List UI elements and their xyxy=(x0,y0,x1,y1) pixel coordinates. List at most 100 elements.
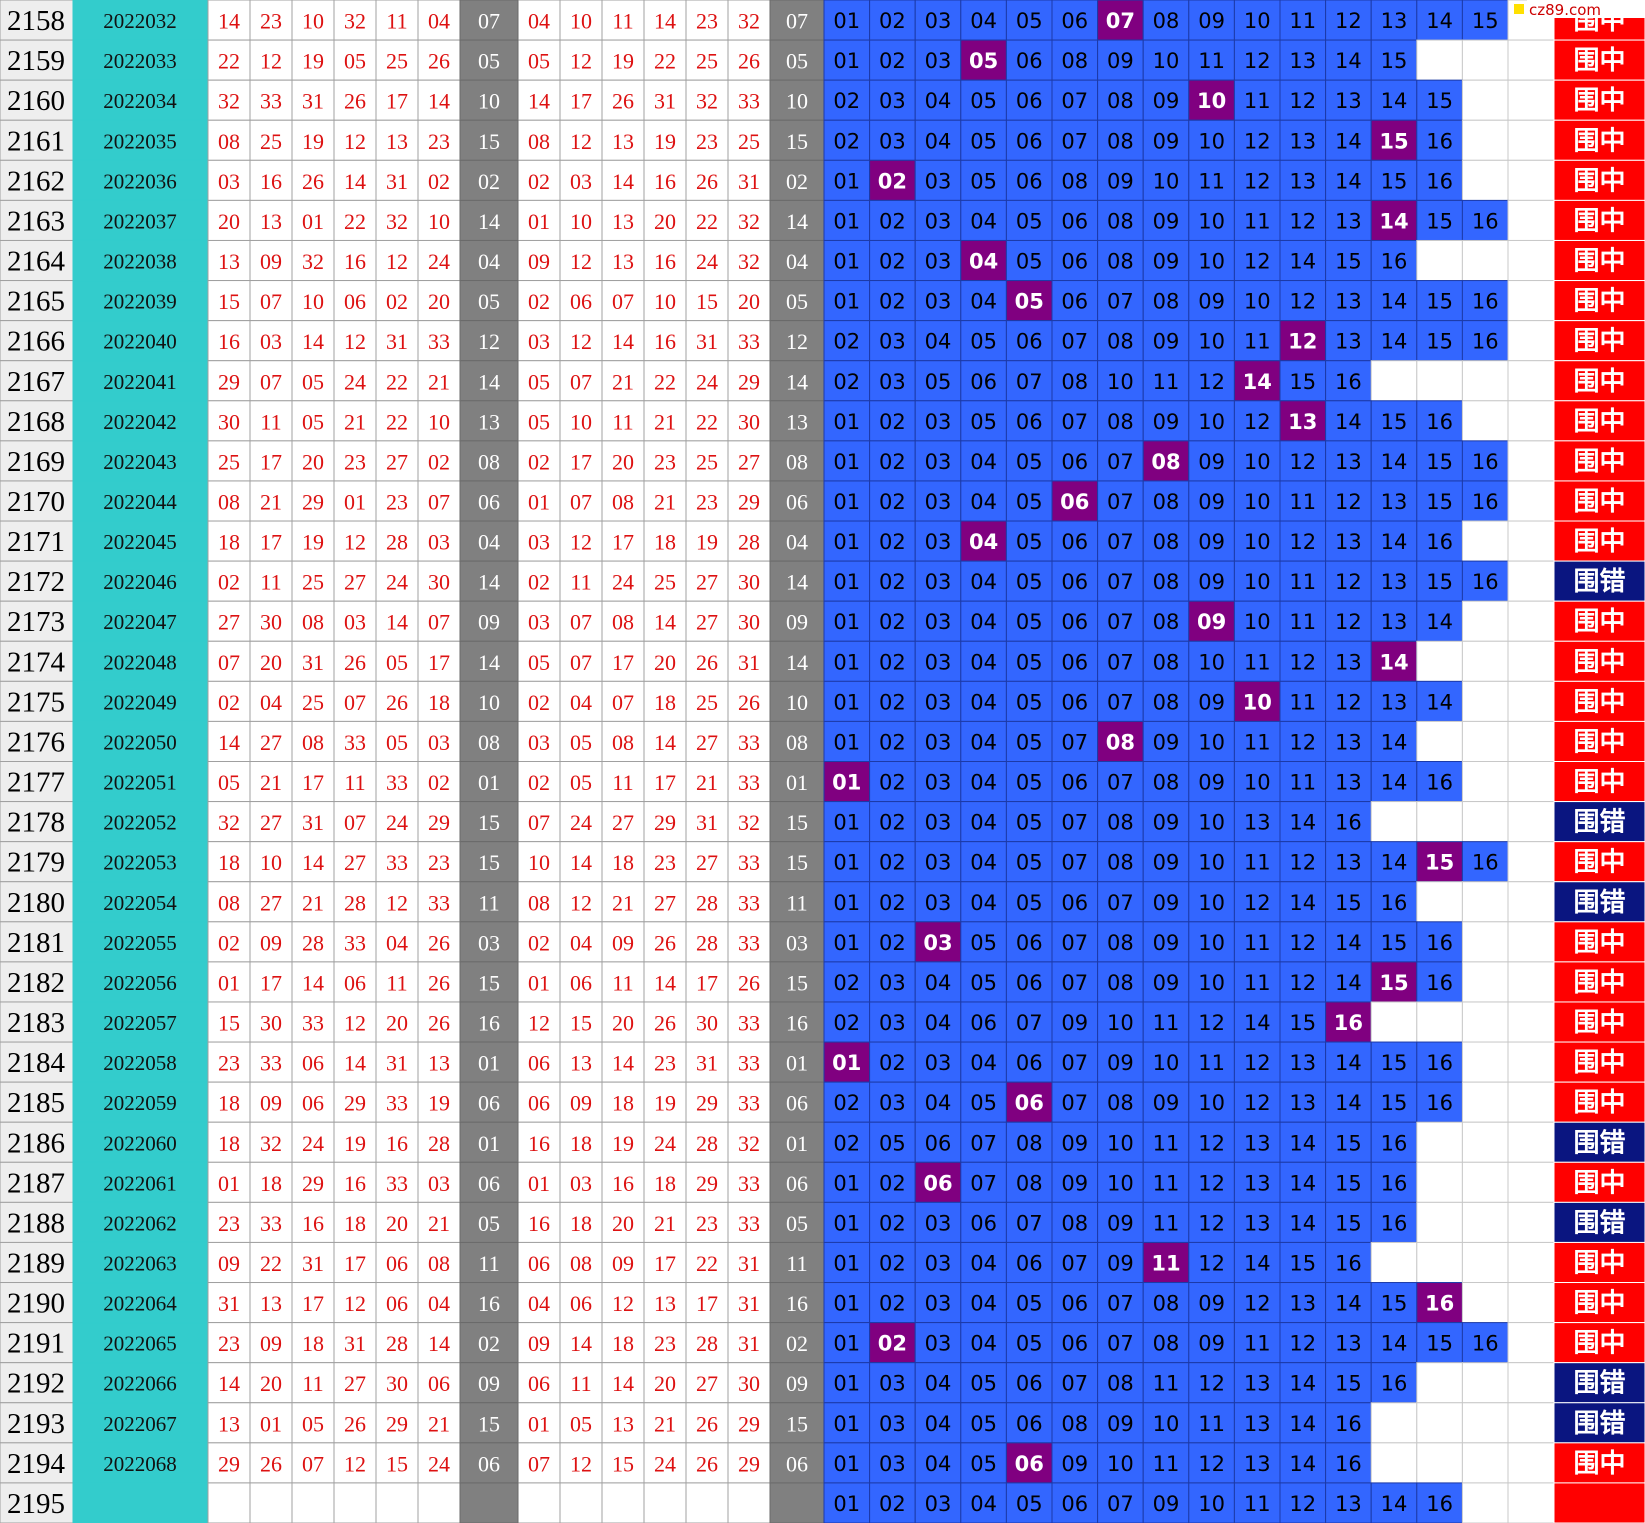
empty-cell xyxy=(1461,1201,1509,1243)
pool-cell xyxy=(1370,440,1418,482)
pool-number: 16 xyxy=(1426,129,1453,153)
empty-cell xyxy=(1461,400,1509,442)
pool-number: 04 xyxy=(970,9,997,33)
draw-number: 08 xyxy=(218,129,240,154)
pool-number: 02 xyxy=(833,1091,860,1115)
sorted-number: 21 xyxy=(654,409,676,434)
sorted-number: 10 xyxy=(528,850,550,875)
pool-number: 10 xyxy=(1198,650,1225,674)
number-cell xyxy=(517,640,561,682)
result-cell xyxy=(1553,1482,1645,1523)
blue-cell xyxy=(459,841,519,883)
draw-number: 07 xyxy=(344,810,366,835)
spacer-cell xyxy=(1507,680,1555,722)
draw-number: 03 xyxy=(260,329,282,354)
pool-cell xyxy=(1005,640,1053,682)
blue-number: 10 xyxy=(478,690,500,715)
draw-number: 14 xyxy=(386,610,408,635)
spacer-cell xyxy=(1507,761,1555,803)
pool-number: 10 xyxy=(1107,1011,1134,1035)
number-cell xyxy=(559,79,603,121)
pool-number: 02 xyxy=(833,89,860,113)
blue-number: 05 xyxy=(786,1211,808,1236)
row-header xyxy=(0,280,74,322)
sorted-number: 14 xyxy=(654,730,676,755)
pool-number: 01 xyxy=(833,690,860,714)
pool-number: 12 xyxy=(1244,1091,1271,1115)
blue-number: 07 xyxy=(786,9,808,34)
sorted-number: 25 xyxy=(696,449,718,474)
pool-number: 01 xyxy=(833,1251,860,1275)
sorted-number: 16 xyxy=(654,249,676,274)
pool-number: 07 xyxy=(1107,1332,1134,1356)
spacer-cell xyxy=(1507,1442,1555,1484)
number-cell xyxy=(249,320,293,362)
pool-cell xyxy=(914,199,962,241)
sorted-number: 12 xyxy=(570,1451,592,1476)
blue-number: 16 xyxy=(786,1291,808,1316)
draw-number: 01 xyxy=(302,209,324,234)
pool-number: 16 xyxy=(1381,891,1408,915)
result: 围中 xyxy=(1573,407,1625,437)
sorted-number: 23 xyxy=(696,9,718,34)
pool-number: 14 xyxy=(1381,1332,1408,1356)
picked-cell xyxy=(1188,79,1235,121)
draw-number: 18 xyxy=(260,1171,282,1196)
period-cell xyxy=(72,881,209,923)
picked-cell xyxy=(1142,440,1190,482)
pool-number: 11 xyxy=(1244,730,1271,754)
number-cell xyxy=(727,119,771,161)
number-cell xyxy=(727,0,771,41)
pool-cell xyxy=(1005,480,1053,522)
number-cell xyxy=(727,761,771,803)
blue-number: 04 xyxy=(786,249,808,274)
number-cell xyxy=(517,39,561,81)
pool-cell xyxy=(1142,921,1190,963)
blue-number: 03 xyxy=(478,930,500,955)
pool-cell xyxy=(1370,720,1418,763)
period-cell xyxy=(72,199,209,241)
pool-number: 12 xyxy=(1335,610,1362,634)
pool-number: 06 xyxy=(970,1211,997,1235)
pool-number: 11 xyxy=(1244,931,1271,955)
sorted-number: 07 xyxy=(570,650,592,675)
pool-cell xyxy=(1097,841,1144,883)
pool-number: 06 xyxy=(1061,9,1088,33)
draw-number: 26 xyxy=(386,690,408,715)
draw-number: 23 xyxy=(260,9,282,34)
pool-number: 13 xyxy=(1381,570,1408,594)
pool-number: 15 xyxy=(1335,1171,1362,1195)
period: 2022038 xyxy=(103,250,177,274)
period-cell xyxy=(72,1081,209,1123)
draw-number: 09 xyxy=(260,1331,282,1356)
pool-cell xyxy=(914,400,962,442)
number-cell xyxy=(517,320,561,362)
spacer-cell xyxy=(1507,1161,1555,1203)
draw-number: 33 xyxy=(386,770,408,795)
draw-number: 25 xyxy=(218,449,240,474)
pool-cell xyxy=(1370,841,1418,883)
number-cell xyxy=(333,239,377,282)
picked-cell xyxy=(914,921,962,963)
row-number: 2166 xyxy=(7,326,65,358)
number-cell xyxy=(727,961,771,1003)
draw-number: 07 xyxy=(218,650,240,675)
empty-cell xyxy=(1370,1402,1418,1444)
period: 2022045 xyxy=(103,530,177,554)
pool-cell xyxy=(1325,640,1372,682)
pool-number: 03 xyxy=(925,530,952,554)
sorted-number: 13 xyxy=(612,209,634,234)
number-cell xyxy=(249,360,293,402)
pool-number: 12 xyxy=(1289,971,1316,995)
picked-number: 11 xyxy=(1151,1251,1180,1275)
pool-number: 16 xyxy=(1472,490,1499,514)
pool-cell xyxy=(914,520,962,562)
number-cell xyxy=(685,320,729,362)
draw-number: 06 xyxy=(386,1291,408,1316)
draw-number: 16 xyxy=(386,1131,408,1156)
empty-cell xyxy=(1416,1402,1463,1444)
result: 围错 xyxy=(1573,567,1625,597)
pool-number: 08 xyxy=(1153,9,1180,33)
blue-cell xyxy=(769,159,825,201)
number-cell xyxy=(601,1482,645,1523)
